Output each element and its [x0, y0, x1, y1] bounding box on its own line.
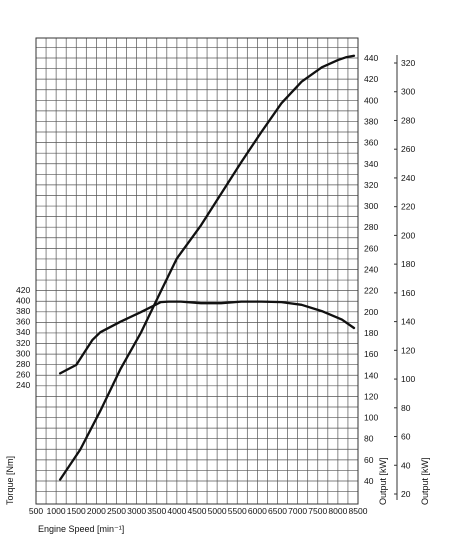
x-axis-title: Engine Speed [min⁻¹] — [38, 524, 124, 534]
output-outer-tick-label: 20 — [401, 489, 411, 499]
output-inner-tick-label: 340 — [364, 159, 378, 169]
output-outer-tick-label: 40 — [401, 460, 411, 470]
x-tick-label: 500 — [29, 506, 43, 516]
x-tick-label: 8500 — [349, 506, 368, 516]
output-outer-tick-label: 140 — [401, 317, 415, 327]
output-inner-tick-label: 300 — [364, 201, 378, 211]
torque-tick-label: 280 — [16, 359, 30, 369]
torque-tick-label: 360 — [16, 317, 30, 327]
output-outer-tick-label: 280 — [401, 115, 415, 125]
output-inner-tick-label: 200 — [364, 307, 378, 317]
torque-tick-label: 300 — [16, 348, 30, 358]
output-outer-tick-label: 80 — [401, 403, 411, 413]
x-tick-label: 5500 — [228, 506, 247, 516]
output-inner-tick-label: 80 — [364, 434, 374, 444]
output-inner-tick-label: 180 — [364, 328, 378, 338]
x-tick-label: 3000 — [127, 506, 146, 516]
torque-tick-label: 400 — [16, 296, 30, 306]
output-outer-tick-label: 180 — [401, 259, 415, 269]
output-outer-tick-label: 60 — [401, 432, 411, 442]
output-outer-tick-label: 300 — [401, 87, 415, 97]
output-outer-tick-label: 320 — [401, 58, 415, 68]
y-axis-title-output-outer: Output [kW] — [420, 457, 430, 505]
x-tick-label: 1000 — [47, 506, 66, 516]
x-tick-label: 4500 — [188, 506, 207, 516]
torque-tick-label: 320 — [16, 338, 30, 348]
output-outer-tick-label: 240 — [401, 173, 415, 183]
output-curve — [58, 54, 356, 481]
torque-tick-label: 240 — [16, 380, 30, 390]
output-outer-tick-label: 100 — [401, 374, 415, 384]
output-inner-tick-label: 140 — [364, 370, 378, 380]
output-inner-tick-label: 280 — [364, 222, 378, 232]
x-tick-label: 8000 — [328, 506, 347, 516]
plot-frame — [35, 37, 359, 505]
chart-curves — [58, 54, 356, 481]
x-tick-label: 6000 — [248, 506, 267, 516]
x-tick-label: 5000 — [208, 506, 227, 516]
x-tick-label: 2000 — [87, 506, 106, 516]
output-outer-tick-label: 260 — [401, 144, 415, 154]
output-inner-tick-label: 400 — [364, 95, 378, 105]
x-tick-label: 4000 — [167, 506, 186, 516]
output-outer-tick-label: 120 — [401, 345, 415, 355]
torque-tick-label: 340 — [16, 327, 30, 337]
y-axis-title-torque: Torque [Nm] — [5, 456, 15, 505]
chart-grid — [35, 37, 398, 505]
output-inner-tick-label: 60 — [364, 455, 374, 465]
x-tick-label: 3500 — [147, 506, 166, 516]
output-inner-tick-label: 240 — [364, 265, 378, 275]
output-inner-tick-label: 220 — [364, 286, 378, 296]
output-inner-tick-label: 320 — [364, 180, 378, 190]
output-outer-tick-label: 200 — [401, 230, 415, 240]
torque-tick-label: 420 — [16, 285, 30, 295]
x-tick-label: 7000 — [288, 506, 307, 516]
output-inner-tick-label: 40 — [364, 476, 374, 486]
output-inner-tick-label: 440 — [364, 53, 378, 63]
torque-tick-label: 260 — [16, 369, 30, 379]
chart-tick-labels: 500 1000 1500 2000 2500 3000 3500 4000 4500 5000 5… — [16, 53, 415, 516]
output-inner-tick-label: 160 — [364, 349, 378, 359]
torque-curve — [58, 300, 356, 375]
output-outer-tick-label: 220 — [401, 202, 415, 212]
x-tick-label: 7500 — [308, 506, 327, 516]
output-inner-tick-label: 420 — [364, 74, 378, 84]
output-inner-tick-label: 380 — [364, 116, 378, 126]
output-outer-tick-label: 160 — [401, 288, 415, 298]
y-axis-title-output-inner: Output [kW] — [378, 457, 388, 505]
torque-tick-label: 380 — [16, 306, 30, 316]
x-tick-label: 6500 — [268, 506, 287, 516]
output-inner-tick-label: 120 — [364, 391, 378, 401]
x-tick-label: 1500 — [67, 506, 86, 516]
output-inner-tick-label: 100 — [364, 413, 378, 423]
output-inner-tick-label: 360 — [364, 138, 378, 148]
x-tick-label: 2500 — [107, 506, 126, 516]
output-inner-tick-label: 260 — [364, 243, 378, 253]
